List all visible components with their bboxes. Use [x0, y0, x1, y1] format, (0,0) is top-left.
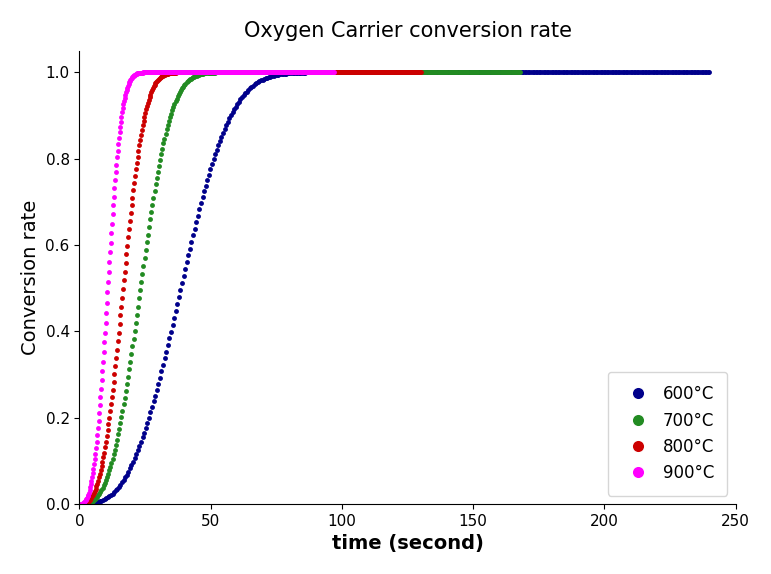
600°C: [75, 501, 84, 507]
600°C: [534, 69, 544, 76]
600°C: [705, 69, 714, 76]
Line: 800°C: 800°C: [77, 70, 423, 506]
900°C: [261, 69, 270, 76]
700°C: [353, 69, 362, 76]
600°C: [280, 70, 289, 77]
900°C: [176, 69, 185, 76]
Line: 900°C: 900°C: [77, 70, 336, 506]
800°C: [116, 312, 125, 319]
800°C: [75, 501, 84, 507]
900°C: [75, 501, 84, 507]
900°C: [106, 249, 115, 256]
700°C: [128, 343, 137, 350]
Line: 600°C: 600°C: [77, 70, 712, 506]
900°C: [182, 69, 191, 76]
Title: Oxygen Carrier conversion rate: Oxygen Carrier conversion rate: [244, 21, 571, 41]
800°C: [324, 69, 333, 76]
700°C: [396, 69, 406, 76]
600°C: [459, 69, 468, 76]
X-axis label: time (second): time (second): [332, 534, 483, 553]
Line: 700°C: 700°C: [77, 70, 523, 506]
800°C: [186, 69, 195, 76]
900°C: [158, 69, 167, 76]
700°C: [394, 69, 403, 76]
700°C: [218, 69, 227, 76]
600°C: [325, 69, 334, 76]
600°C: [150, 392, 160, 399]
900°C: [329, 69, 338, 76]
700°C: [75, 501, 84, 507]
600°C: [473, 69, 482, 76]
800°C: [210, 69, 219, 76]
Y-axis label: Conversion rate: Conversion rate: [21, 200, 40, 355]
700°C: [516, 69, 525, 76]
900°C: [259, 69, 268, 76]
800°C: [416, 69, 426, 76]
800°C: [291, 69, 300, 76]
800°C: [322, 69, 332, 76]
700°C: [249, 69, 258, 76]
600°C: [531, 69, 540, 76]
800°C: [241, 69, 250, 76]
Legend: 600°C, 700°C, 800°C, 900°C: 600°C, 700°C, 800°C, 900°C: [608, 372, 727, 495]
900°C: [236, 69, 245, 76]
700°C: [306, 69, 315, 76]
